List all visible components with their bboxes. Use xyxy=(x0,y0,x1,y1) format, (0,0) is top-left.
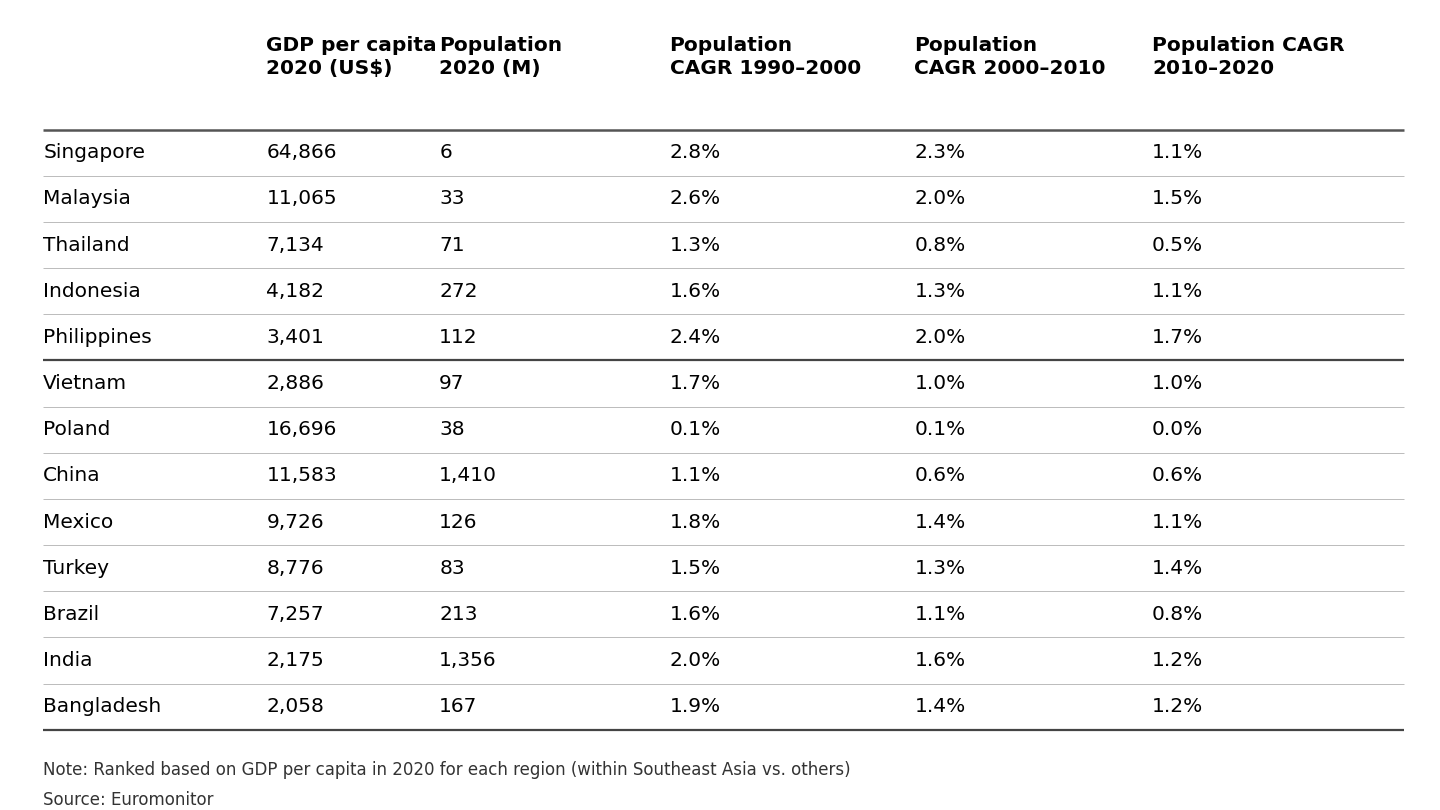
Text: 0.8%: 0.8% xyxy=(914,236,966,254)
Text: 1.3%: 1.3% xyxy=(914,559,966,578)
Text: 0.5%: 0.5% xyxy=(1152,236,1204,254)
Text: India: India xyxy=(43,651,92,670)
Text: 2.4%: 2.4% xyxy=(670,328,721,347)
Text: 1.2%: 1.2% xyxy=(1152,697,1204,716)
Text: Mexico: Mexico xyxy=(43,513,114,531)
Text: 2.6%: 2.6% xyxy=(670,190,721,208)
Text: 1.7%: 1.7% xyxy=(1152,328,1204,347)
Text: 6: 6 xyxy=(439,143,452,162)
Text: 71: 71 xyxy=(439,236,465,254)
Text: 272: 272 xyxy=(439,282,478,301)
Text: China: China xyxy=(43,467,101,485)
Text: 1.1%: 1.1% xyxy=(914,605,966,624)
Text: 1.1%: 1.1% xyxy=(670,467,721,485)
Text: 2.0%: 2.0% xyxy=(670,651,721,670)
Text: 11,583: 11,583 xyxy=(266,467,337,485)
Text: Singapore: Singapore xyxy=(43,143,145,162)
Text: 16,696: 16,696 xyxy=(266,420,337,439)
Text: 2.0%: 2.0% xyxy=(914,328,966,347)
Text: Malaysia: Malaysia xyxy=(43,190,131,208)
Text: 167: 167 xyxy=(439,697,478,716)
Text: Population
CAGR 2000–2010: Population CAGR 2000–2010 xyxy=(914,36,1106,79)
Text: 1.3%: 1.3% xyxy=(670,236,721,254)
Text: 1,410: 1,410 xyxy=(439,467,497,485)
Text: Indonesia: Indonesia xyxy=(43,282,141,301)
Text: Note: Ranked based on GDP per capita in 2020 for each region (within Southeast A: Note: Ranked based on GDP per capita in … xyxy=(43,761,851,778)
Text: 4,182: 4,182 xyxy=(266,282,324,301)
Text: Turkey: Turkey xyxy=(43,559,109,578)
Text: 11,065: 11,065 xyxy=(266,190,337,208)
Text: 1.4%: 1.4% xyxy=(914,513,966,531)
Text: Source: Euromonitor: Source: Euromonitor xyxy=(43,791,213,809)
Text: 83: 83 xyxy=(439,559,465,578)
Text: 0.1%: 0.1% xyxy=(670,420,721,439)
Text: 0.8%: 0.8% xyxy=(1152,605,1204,624)
Text: 2.8%: 2.8% xyxy=(670,143,721,162)
Text: 7,257: 7,257 xyxy=(266,605,324,624)
Text: 1.1%: 1.1% xyxy=(1152,282,1204,301)
Text: 0.6%: 0.6% xyxy=(914,467,966,485)
Text: 213: 213 xyxy=(439,605,478,624)
Text: Vietnam: Vietnam xyxy=(43,374,127,393)
Text: 126: 126 xyxy=(439,513,478,531)
Text: 3,401: 3,401 xyxy=(266,328,324,347)
Text: 2.0%: 2.0% xyxy=(914,190,966,208)
Text: Brazil: Brazil xyxy=(43,605,99,624)
Text: 112: 112 xyxy=(439,328,478,347)
Text: 2,058: 2,058 xyxy=(266,697,324,716)
Text: 7,134: 7,134 xyxy=(266,236,324,254)
Text: 1.1%: 1.1% xyxy=(1152,513,1204,531)
Text: Population CAGR
2010–2020: Population CAGR 2010–2020 xyxy=(1152,36,1345,79)
Text: 8,776: 8,776 xyxy=(266,559,324,578)
Text: 38: 38 xyxy=(439,420,465,439)
Text: 0.1%: 0.1% xyxy=(914,420,966,439)
Text: 1.6%: 1.6% xyxy=(670,282,721,301)
Text: 1.6%: 1.6% xyxy=(670,605,721,624)
Text: Poland: Poland xyxy=(43,420,111,439)
Text: Population
CAGR 1990–2000: Population CAGR 1990–2000 xyxy=(670,36,861,79)
Text: 0.6%: 0.6% xyxy=(1152,467,1204,485)
Text: 64,866: 64,866 xyxy=(266,143,337,162)
Text: 97: 97 xyxy=(439,374,465,393)
Text: Population
2020 (M): Population 2020 (M) xyxy=(439,36,563,79)
Text: 1.7%: 1.7% xyxy=(670,374,721,393)
Text: GDP per capita
2020 (US$): GDP per capita 2020 (US$) xyxy=(266,36,436,79)
Text: 1.2%: 1.2% xyxy=(1152,651,1204,670)
Text: 1.5%: 1.5% xyxy=(1152,190,1204,208)
Text: 9,726: 9,726 xyxy=(266,513,324,531)
Text: 1.8%: 1.8% xyxy=(670,513,721,531)
Text: 1.4%: 1.4% xyxy=(1152,559,1204,578)
Text: 2,175: 2,175 xyxy=(266,651,324,670)
Text: 1.9%: 1.9% xyxy=(670,697,721,716)
Text: 1.5%: 1.5% xyxy=(670,559,721,578)
Text: 1.0%: 1.0% xyxy=(1152,374,1204,393)
Text: 1.0%: 1.0% xyxy=(914,374,966,393)
Text: Bangladesh: Bangladesh xyxy=(43,697,161,716)
Text: 0.0%: 0.0% xyxy=(1152,420,1204,439)
Text: 1.6%: 1.6% xyxy=(914,651,966,670)
Text: 1.4%: 1.4% xyxy=(914,697,966,716)
Text: Philippines: Philippines xyxy=(43,328,153,347)
Text: 33: 33 xyxy=(439,190,465,208)
Text: 1.3%: 1.3% xyxy=(914,282,966,301)
Text: 1.1%: 1.1% xyxy=(1152,143,1204,162)
Text: 1,356: 1,356 xyxy=(439,651,497,670)
Text: 2,886: 2,886 xyxy=(266,374,324,393)
Text: 2.3%: 2.3% xyxy=(914,143,966,162)
Text: Thailand: Thailand xyxy=(43,236,130,254)
